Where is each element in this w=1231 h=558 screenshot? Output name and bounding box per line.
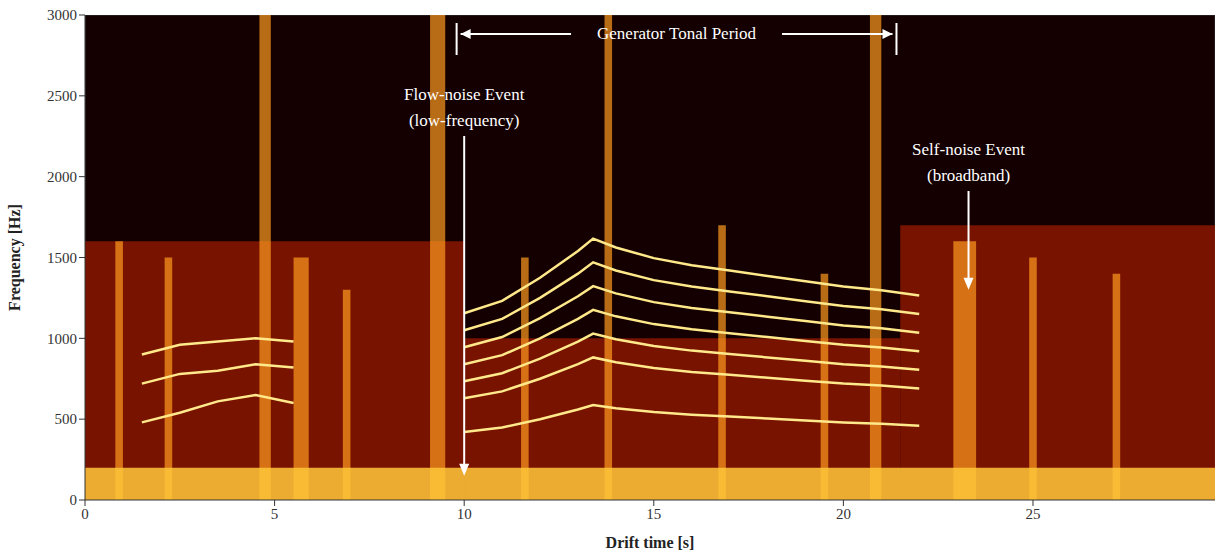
svg-text:Frequency [Hz]: Frequency [Hz] xyxy=(6,204,24,311)
svg-text:2500: 2500 xyxy=(47,88,77,104)
svg-text:Flow-noise Event: Flow-noise Event xyxy=(404,85,525,104)
svg-text:(low-frequency): (low-frequency) xyxy=(409,111,519,130)
svg-text:15: 15 xyxy=(646,506,661,522)
svg-text:25: 25 xyxy=(1025,506,1040,522)
svg-text:Generator Tonal Period: Generator Tonal Period xyxy=(597,24,757,43)
svg-text:10: 10 xyxy=(457,506,472,522)
svg-text:2000: 2000 xyxy=(47,169,77,185)
svg-text:20: 20 xyxy=(836,506,851,522)
svg-text:500: 500 xyxy=(55,411,78,427)
svg-text:1500: 1500 xyxy=(47,250,77,266)
svg-text:1000: 1000 xyxy=(47,331,77,347)
svg-text:5: 5 xyxy=(271,506,279,522)
svg-text:0: 0 xyxy=(70,492,78,508)
svg-text:Drift time [s]: Drift time [s] xyxy=(606,534,695,551)
svg-text:3000: 3000 xyxy=(47,7,77,23)
svg-text:Self-noise Event: Self-noise Event xyxy=(912,140,1025,159)
svg-text:0: 0 xyxy=(81,506,89,522)
svg-text:(broadband): (broadband) xyxy=(927,166,1010,185)
